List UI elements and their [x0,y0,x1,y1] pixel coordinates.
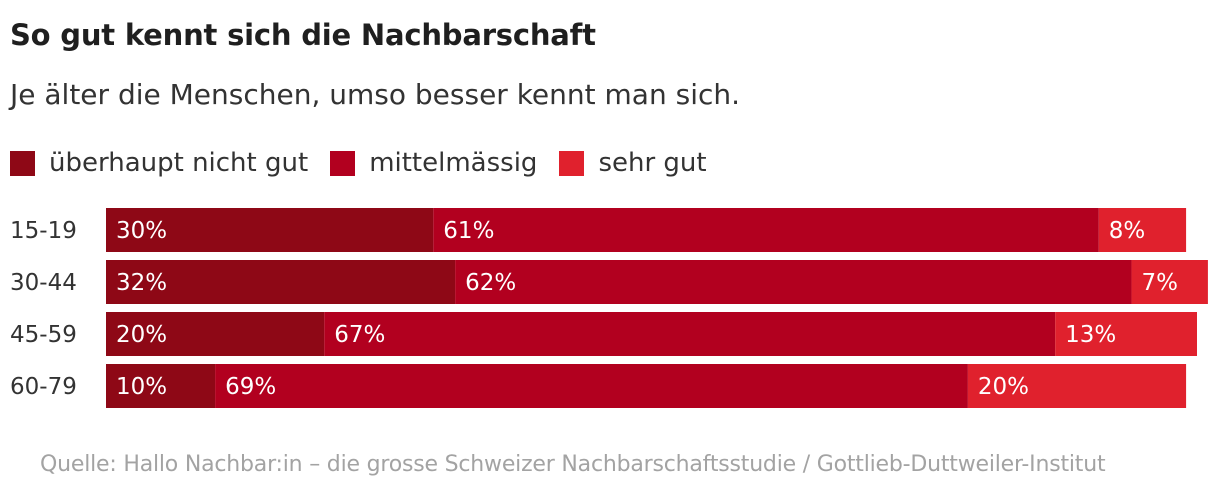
data-label-60-79-3: 20% [978,374,1029,400]
data-label-30-44-3: 7% [1142,270,1179,296]
category-label-15-19: 15-19 [10,218,77,244]
chart-subtitle: Je älter die Menschen, umso besser kennt… [10,78,741,111]
bar-segment-15-19-2 [433,208,1099,252]
data-label-60-79-2: 69% [225,374,276,400]
bar-segment-15-19-3 [1098,208,1187,252]
bar-segment-60-79-2 [215,364,968,408]
category-label-60-79: 60-79 [10,374,77,400]
legend-swatch-sehr-gut [559,150,585,176]
bar-segment-30-44-2 [455,260,1132,304]
bar-segment-30-44-1 [106,260,456,304]
data-label-45-59-2: 67% [334,322,385,348]
legend-swatch-ueberhaupt-nicht-gut [10,150,35,176]
source-note: Quelle: Hallo Nachbar:in – die grosse Sc… [40,452,1106,477]
legend-label-ueberhaupt-nicht-gut: überhaupt nicht gut [49,148,309,178]
bar-segment-15-19-1 [106,208,434,252]
data-label-30-44-1: 32% [116,270,167,296]
bar-segment-45-59-2 [324,312,1056,356]
bar-segment-60-79-1 [106,364,216,408]
bar-segment-60-79-3 [967,364,1187,408]
data-label-45-59-3: 13% [1065,322,1116,348]
category-label-45-59: 45-59 [10,322,77,348]
data-label-15-19-3: 8% [1109,218,1146,244]
legend-label-sehr-gut: sehr gut [598,148,707,178]
data-label-60-79-1: 10% [116,374,167,400]
legend-item-sehr-gut: sehr gut [559,148,707,178]
legend-item-mittelmaessig: mittelmässig [330,148,537,178]
legend-label-mittelmaessig: mittelmässig [369,148,538,178]
bar-segment-30-44-3 [1131,260,1208,304]
data-label-15-19-2: 61% [443,218,494,244]
legend: überhaupt nicht gut mittelmässig sehr gu… [10,143,729,183]
bar-segment-45-59-1 [106,312,325,356]
data-label-45-59-1: 20% [116,322,167,348]
legend-item-ueberhaupt-nicht-gut: überhaupt nicht gut [10,148,308,178]
bar-segment-45-59-3 [1055,312,1197,356]
data-label-15-19-1: 30% [116,218,167,244]
legend-swatch-mittelmaessig [330,150,356,176]
category-label-30-44: 30-44 [10,270,77,296]
chart-title: So gut kennt sich die Nachbarschaft [10,18,596,52]
data-label-30-44-2: 62% [465,270,516,296]
